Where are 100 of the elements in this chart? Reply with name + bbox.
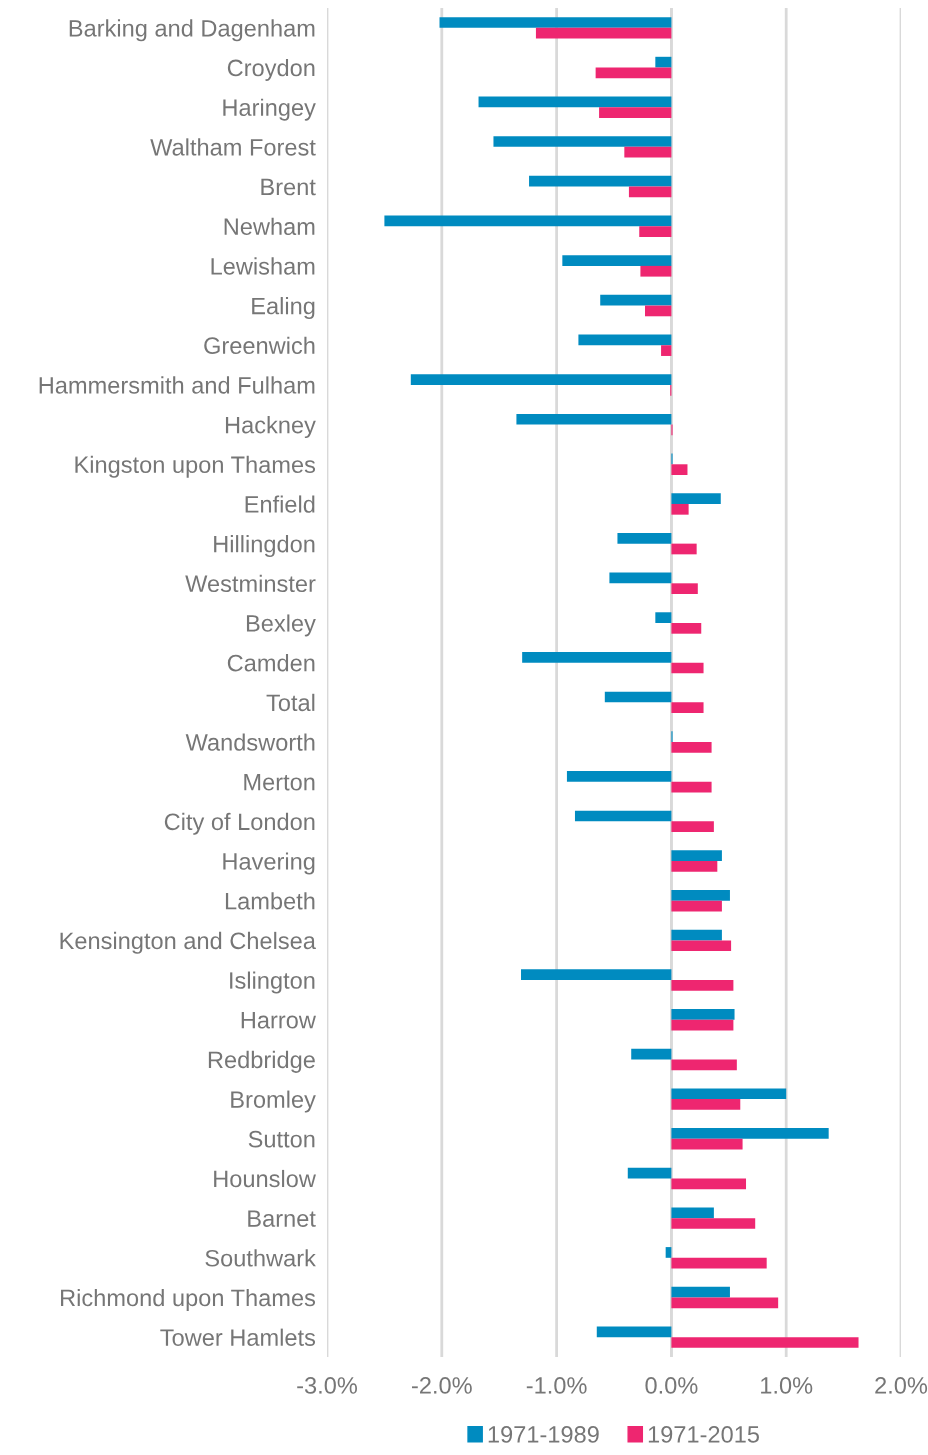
bar bbox=[671, 1128, 829, 1139]
y-tick-label: Richmond upon Thames bbox=[61, 1288, 316, 1311]
bar bbox=[671, 861, 718, 872]
y-tick-label: Greenwich bbox=[204, 336, 315, 355]
y-tick-label: Hackney bbox=[225, 416, 316, 439]
bar bbox=[671, 940, 732, 952]
bar bbox=[671, 493, 721, 504]
x-tick-label: 1.0% bbox=[761, 1377, 813, 1394]
bar bbox=[671, 1337, 859, 1348]
bar bbox=[624, 146, 672, 158]
bar bbox=[596, 1326, 672, 1338]
y-tick-label: Waltham Forest bbox=[150, 138, 316, 156]
legend-label: 1971-1989 bbox=[488, 1426, 599, 1443]
bar bbox=[645, 305, 672, 317]
bar bbox=[439, 17, 672, 28]
bar bbox=[671, 583, 698, 595]
bar bbox=[566, 770, 672, 782]
y-tick-label: City of London bbox=[164, 812, 315, 835]
bar bbox=[671, 890, 730, 901]
y-tick-label: Tower Hamlets bbox=[160, 1328, 316, 1346]
bar bbox=[516, 413, 672, 425]
bar bbox=[671, 850, 722, 862]
bar bbox=[671, 1099, 741, 1110]
bar bbox=[671, 1257, 767, 1269]
bar bbox=[671, 742, 712, 753]
bar bbox=[631, 1048, 672, 1060]
bar bbox=[609, 572, 672, 584]
y-tick-label: Haringey bbox=[223, 98, 316, 121]
y-tick-label: Barking and Dagenham bbox=[69, 19, 315, 42]
legend-label: 1971-2015 bbox=[648, 1426, 759, 1443]
bar bbox=[384, 215, 672, 227]
bar bbox=[617, 532, 672, 544]
bar bbox=[671, 1297, 779, 1309]
bar bbox=[478, 96, 672, 108]
bar bbox=[410, 374, 672, 385]
bar bbox=[671, 1138, 743, 1150]
y-tick-label: Enfield bbox=[245, 495, 315, 513]
bar bbox=[671, 1009, 735, 1020]
bar bbox=[671, 1088, 787, 1100]
bar bbox=[627, 1167, 672, 1179]
bar bbox=[665, 1247, 672, 1258]
bar bbox=[671, 1207, 714, 1219]
bar bbox=[671, 900, 722, 912]
y-tick-label: Total bbox=[266, 693, 315, 712]
bar bbox=[671, 781, 712, 793]
x-tick-label: -2.0% bbox=[412, 1377, 472, 1394]
bar bbox=[661, 345, 672, 356]
y-tick-label: Lewisham bbox=[211, 257, 315, 275]
y-tick-label: Camden bbox=[227, 654, 315, 672]
bar bbox=[535, 27, 672, 39]
x-tick-label: -1.0% bbox=[526, 1377, 587, 1394]
y-tick-label: Bromley bbox=[231, 1090, 316, 1113]
bar bbox=[671, 702, 704, 714]
bar bbox=[671, 1218, 756, 1229]
bar bbox=[671, 503, 689, 515]
bar bbox=[628, 186, 672, 198]
bar bbox=[600, 294, 672, 306]
bar bbox=[639, 226, 672, 237]
x-tick-label: -3.0% bbox=[297, 1377, 357, 1394]
y-tick-label: Hillingdon bbox=[214, 535, 315, 558]
bar bbox=[599, 107, 672, 118]
y-tick-label: Wandsworth bbox=[185, 733, 315, 751]
bar bbox=[671, 622, 702, 634]
y-tick-label: Bexley bbox=[246, 614, 316, 637]
bar bbox=[655, 612, 672, 623]
y-tick-label: Brent bbox=[261, 178, 316, 196]
bar bbox=[671, 980, 734, 991]
x-tick-label: 0.0% bbox=[645, 1377, 698, 1394]
y-tick-label: Westminster bbox=[185, 574, 316, 593]
bar bbox=[671, 821, 714, 833]
y-tick-label: Redbridge bbox=[208, 1050, 315, 1073]
bar bbox=[671, 1019, 734, 1031]
bar bbox=[671, 1059, 737, 1071]
bar bbox=[640, 265, 672, 277]
y-tick-label: Hounslow bbox=[214, 1169, 316, 1188]
bar bbox=[578, 334, 672, 346]
y-tick-label: Lambeth bbox=[225, 892, 315, 910]
bar bbox=[522, 651, 672, 663]
bar bbox=[521, 969, 672, 981]
bar bbox=[671, 929, 722, 941]
y-tick-label: Kingston upon Thames bbox=[75, 455, 316, 478]
y-tick-label: Merton bbox=[244, 774, 315, 791]
y-tick-label: Islington bbox=[230, 971, 315, 994]
bar bbox=[671, 1178, 747, 1190]
y-tick-label: Southwark bbox=[205, 1249, 316, 1267]
y-tick-label: Newham bbox=[224, 217, 315, 236]
bar bbox=[595, 67, 672, 79]
bar bbox=[562, 255, 672, 266]
bar bbox=[655, 56, 672, 68]
y-tick-label: Croydon bbox=[227, 58, 315, 81]
bar bbox=[604, 691, 672, 703]
y-tick-label: Barnet bbox=[248, 1210, 316, 1227]
y-tick-label: Kensington and Chelsea bbox=[60, 931, 316, 954]
y-tick-label: Ealing bbox=[252, 297, 315, 320]
bar bbox=[671, 464, 688, 475]
y-tick-label: Sutton bbox=[248, 1130, 315, 1148]
bar bbox=[671, 543, 697, 555]
bar bbox=[671, 1286, 730, 1298]
bar bbox=[493, 136, 672, 147]
y-tick-label: Havering bbox=[223, 852, 315, 875]
